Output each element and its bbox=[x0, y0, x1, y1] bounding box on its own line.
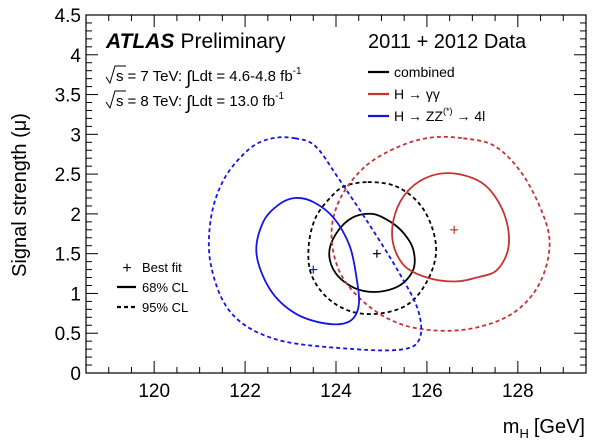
chart-title: 2011 + 2012 Data bbox=[368, 31, 527, 53]
y-tick-label: 2 bbox=[70, 205, 81, 226]
y-tick-label: 1.5 bbox=[55, 245, 81, 266]
style-legend: + Best fit 68% CL 95% CL bbox=[117, 260, 188, 315]
x-tick-label: 122 bbox=[229, 381, 261, 402]
sqrt-symbol-1 bbox=[105, 65, 126, 85]
lumi-2-exp: -1 bbox=[275, 91, 284, 102]
lumi-1-value: Ldt = 4.6-4.8 fb bbox=[191, 68, 292, 85]
x-axis-title-unit: [GeV] bbox=[534, 416, 585, 438]
contour-95cl-combined bbox=[307, 181, 438, 316]
series-legend: combined H → γγ H → ZZ(*) → 4l bbox=[368, 64, 485, 124]
contour-68cl-h bbox=[391, 172, 510, 283]
y-tick-label: 4 bbox=[70, 46, 81, 67]
svg-text:s= 7 TeV:∫Ldt = 4.6-4.8 fb-1: s = 7 TeV: ∫Ldt = 4.6-4.8 fb-1 bbox=[116, 66, 302, 89]
axis-ticks: 120 122 124 126 128 0 0.5 1 1.5 2 2.5 3 3.5 4 4.5 bbox=[55, 6, 587, 402]
contour-68cl-h-zz-4l bbox=[255, 197, 360, 326]
x-tick-label: 120 bbox=[138, 381, 170, 402]
y-tick-label: 4.5 bbox=[55, 6, 81, 27]
x-tick-label: 128 bbox=[502, 381, 534, 402]
x-axis-title-main: m bbox=[503, 416, 520, 438]
y-axis-title: Signal strength (μ) bbox=[9, 113, 31, 277]
legend-68cl-label: 68% CL bbox=[142, 280, 188, 295]
legend-label-combined: combined bbox=[394, 64, 455, 80]
lumi-1-energy: = 7 TeV: bbox=[128, 68, 183, 85]
x-tick-label: 124 bbox=[320, 381, 352, 402]
x-axis-title-sub: H bbox=[519, 426, 528, 440]
y-tick-label: 0 bbox=[70, 364, 81, 385]
lumi-2-value: Ldt = 13.0 fb bbox=[191, 93, 275, 110]
y-tick-label: 3.5 bbox=[55, 86, 81, 107]
y-tick-label: 2.5 bbox=[55, 165, 81, 186]
svg-text:s= 8 TeV:∫Ldt = 13.0 fb-1: s = 8 TeV: ∫Ldt = 13.0 fb-1 bbox=[116, 91, 285, 114]
best-fit-marker-combined bbox=[372, 249, 381, 258]
legend-label-hzz: H → ZZ(*) → 4l bbox=[394, 106, 485, 124]
lumi-1-sqrt-label: s bbox=[116, 68, 124, 85]
lumi-1-exp: -1 bbox=[293, 66, 302, 77]
experiment-suffix: Preliminary bbox=[180, 30, 286, 53]
y-tick-label: 3 bbox=[70, 125, 81, 146]
x-axis-title: mH [GeV] bbox=[503, 416, 585, 440]
experiment-label: ATLAS Preliminary bbox=[105, 30, 286, 53]
sqrt-symbol-2 bbox=[105, 90, 126, 110]
legend-95cl-label: 95% CL bbox=[142, 300, 188, 315]
legend-label-hzz-suffix: → 4l bbox=[457, 108, 486, 124]
lumi-line-2: s = 8 TeV: ∫Ldt = 13.0 fb-1 bbox=[105, 90, 285, 114]
y-tick-label: 0.5 bbox=[55, 324, 81, 345]
x-tick-label: 126 bbox=[411, 381, 443, 402]
best-fit-marker-h bbox=[450, 225, 459, 234]
lumi-2-energy: = 8 TeV: bbox=[128, 93, 183, 110]
best-fit-marker-h-zz-4l bbox=[309, 265, 318, 274]
lumi-1-integral: ∫ bbox=[185, 68, 193, 89]
experiment-name: ATLAS bbox=[105, 30, 174, 53]
y-tick-label: 1 bbox=[70, 284, 81, 305]
legend-best-fit-symbol: + bbox=[122, 260, 131, 277]
lumi-2-integral: ∫ bbox=[185, 93, 193, 114]
contour-layer bbox=[207, 135, 551, 352]
contour-95cl-h bbox=[330, 135, 551, 332]
legend-label-hzz-sup: (*) bbox=[443, 106, 453, 116]
lumi-line-1: s = 7 TeV: ∫Ldt = 4.6-4.8 fb-1 bbox=[105, 65, 302, 89]
legend-label-hzz-main: H → ZZ bbox=[394, 108, 443, 124]
legend-best-fit-label: Best fit bbox=[142, 260, 182, 275]
lumi-2-sqrt-label: s bbox=[116, 93, 124, 110]
contour-68cl-combined bbox=[328, 212, 416, 293]
legend-label-hgg: H → γγ bbox=[394, 86, 440, 102]
